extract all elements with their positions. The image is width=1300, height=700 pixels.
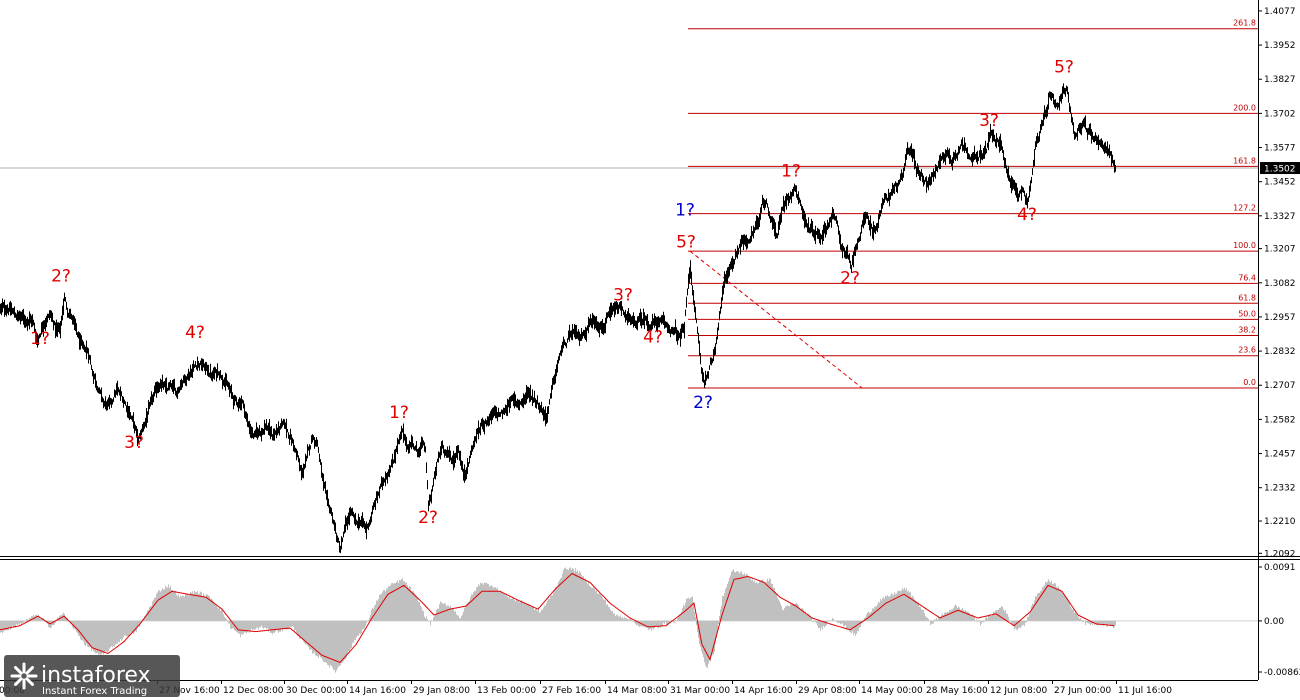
osc-signal-line	[0, 572, 1115, 663]
y-tick-label: 1.3702	[1264, 109, 1296, 119]
logo-tagline: Instant Forex Trading	[42, 686, 147, 697]
wave-label: 2?	[693, 393, 713, 413]
osc-y-tick-label: 0.00	[1264, 617, 1284, 627]
wave-label: 3?	[979, 111, 999, 131]
wave-label: 2?	[51, 266, 71, 286]
x-tick-label: 30 Dec 00:00	[286, 686, 347, 696]
y-tick-label: 1.2457	[1264, 450, 1296, 460]
fib-label: 127.2	[1233, 204, 1256, 213]
x-tick-label: 13 Feb 00:00	[477, 686, 536, 696]
y-tick-label: 1.3082	[1264, 279, 1296, 289]
x-tick-label: 29 Jan 08:00	[413, 686, 470, 696]
osc-y-tick-label: 0.0091	[1264, 563, 1296, 573]
fib-label: 0.0	[1243, 378, 1256, 387]
wave-label: 2?	[840, 268, 860, 288]
logo-mark-icon	[10, 662, 38, 690]
wave-labels: 1? 2? 3? 4? 1? 2? 3? 4? 1? 5? 2? 1? 2? 3? 4? 5?	[30, 58, 1074, 529]
oscillator-panel	[0, 567, 1258, 673]
y-tick-label: 1.3577	[1264, 144, 1296, 154]
x-tick-label: 11 Jul 16:00	[1118, 686, 1172, 696]
fib-label: 100.0	[1233, 241, 1256, 250]
y-tick-label: 1.3327	[1264, 212, 1296, 222]
x-tick-label: 27 Nov 16:00	[159, 686, 220, 696]
x-tick-label: 28 May 16:00	[926, 686, 988, 696]
wave-label: 3?	[124, 433, 144, 453]
x-tick-label: 14 Mar 08:00	[607, 686, 667, 696]
fib-label: 61.8	[1238, 293, 1256, 302]
x-tick-label: 14 May 00:00	[861, 686, 923, 696]
fib-label: 23.6	[1238, 346, 1256, 355]
y-tick-label: 1.2582	[1264, 415, 1296, 425]
logo-ray	[14, 666, 23, 675]
x-tick-label: 12 Jun 08:00	[990, 686, 1047, 696]
logo-ray	[25, 666, 34, 675]
current-price-value: 1.3502	[1264, 165, 1296, 175]
y-tick-label: 1.2332	[1264, 484, 1296, 494]
fib-label: 200.0	[1233, 103, 1256, 112]
x-tick-label: 14 Jan 16:00	[349, 686, 406, 696]
wave-label: 5?	[676, 233, 696, 253]
logo-brand: instaforex	[41, 663, 151, 688]
y-tick-label: 1.2210	[1264, 517, 1296, 527]
logo-ray	[14, 677, 23, 686]
wave-label: 4?	[185, 323, 205, 343]
y-tick-label: 1.3952	[1264, 41, 1296, 51]
osc-histogram	[0, 567, 1116, 673]
y-tick-label: 1.4077	[1264, 7, 1296, 17]
x-tick-label: 29 Apr 08:00	[798, 686, 857, 696]
logo-background	[4, 655, 180, 697]
wave-label: 2?	[418, 508, 438, 528]
wave-label: 4?	[1017, 205, 1037, 225]
wave-label: 1?	[30, 329, 50, 349]
y-tick-label: 1.2832	[1264, 347, 1296, 357]
fibonacci-levels: 261.8 200.0 161.8 127.2 100.0 76.4 61.8 50.0 38.…	[0, 19, 1258, 389]
x-tick-label: 12 Dec 08:00	[223, 686, 284, 696]
x-tick-label: 31 Mar 00:00	[670, 686, 730, 696]
wave-label: 1?	[781, 161, 801, 181]
price-bars	[0, 83, 1116, 554]
fib-trend-line	[689, 250, 863, 389]
y-tick-label: 1.2092	[1264, 549, 1296, 559]
wave-label: 4?	[643, 327, 663, 347]
y-tick-label: 1.3827	[1264, 75, 1296, 85]
y-tick-label: 1.3207	[1264, 245, 1296, 255]
fib-label: 76.4	[1238, 273, 1256, 282]
price-series	[0, 83, 1116, 554]
current-price-tag	[1260, 162, 1300, 175]
x-tick-label: 27 Jun 00:00	[1054, 686, 1111, 696]
wave-label: 1?	[389, 403, 409, 423]
fib-label: 50.0	[1238, 309, 1256, 318]
wave-label: 5?	[1054, 58, 1074, 78]
y-tick-label: 1.3452	[1264, 178, 1296, 188]
y-tick-label: 1.2707	[1264, 381, 1296, 391]
fib-label: 261.8	[1233, 19, 1256, 28]
wave-label: 1?	[675, 201, 695, 221]
x-tick-label: 14 Apr 16:00	[734, 686, 793, 696]
x-tick-label: 27 Feb 16:00	[542, 686, 601, 696]
fib-label: 161.8	[1233, 156, 1256, 165]
fib-label: 38.2	[1238, 326, 1256, 335]
wave-label: 3?	[613, 286, 633, 306]
y-tick-label: 1.2957	[1264, 313, 1296, 323]
logo-ray	[25, 677, 34, 686]
